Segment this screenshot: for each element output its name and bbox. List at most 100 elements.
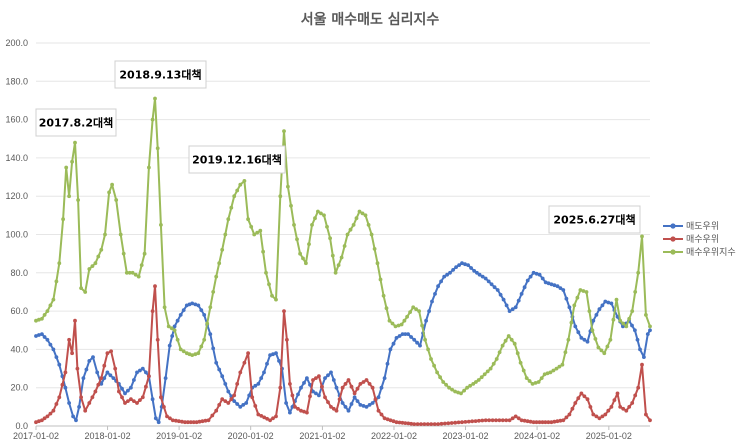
series-2 — [34, 284, 652, 426]
data-point — [370, 385, 375, 390]
data-point — [597, 416, 602, 421]
data-point — [340, 385, 345, 390]
data-point — [507, 309, 512, 313]
data-point — [99, 247, 104, 252]
data-point — [205, 321, 210, 326]
data-point — [323, 395, 327, 400]
data-point — [259, 376, 264, 380]
data-point — [178, 347, 183, 352]
data-point — [560, 362, 565, 367]
data-point — [355, 386, 360, 391]
data-point — [519, 292, 524, 296]
data-point — [498, 292, 503, 297]
data-point — [429, 357, 433, 361]
data-point — [367, 382, 372, 386]
data-point — [339, 255, 344, 260]
data-point — [105, 351, 110, 356]
data-point — [238, 370, 243, 375]
data-point — [150, 397, 155, 402]
data-point — [495, 288, 500, 292]
data-point — [357, 209, 362, 214]
data-point — [331, 378, 336, 382]
data-point — [391, 341, 396, 346]
data-point — [457, 263, 461, 267]
data-point — [299, 408, 303, 413]
data-point — [384, 306, 389, 311]
data-point — [396, 323, 401, 328]
data-point — [466, 263, 470, 267]
data-point — [181, 308, 186, 312]
data-point — [168, 416, 172, 421]
data-point — [256, 412, 261, 417]
data-point — [618, 318, 623, 323]
data-point — [211, 290, 216, 294]
data-point — [262, 370, 266, 375]
data-point — [299, 385, 303, 390]
data-point — [379, 412, 384, 417]
data-point — [403, 421, 408, 425]
data-point — [105, 370, 110, 375]
data-point — [558, 286, 563, 290]
data-point — [361, 380, 366, 384]
data-point — [57, 261, 62, 266]
data-point — [235, 188, 240, 193]
data-point — [633, 290, 638, 294]
data-point — [516, 416, 521, 421]
data-point — [313, 216, 317, 221]
data-point — [256, 382, 261, 386]
data-point — [208, 332, 213, 336]
data-point — [34, 318, 38, 323]
data-point — [54, 402, 59, 406]
legend-swatch-marker — [670, 249, 676, 255]
data-point — [497, 418, 502, 423]
data-point — [241, 403, 246, 407]
data-point — [103, 232, 107, 237]
data-point — [37, 317, 41, 322]
data-point — [648, 418, 652, 423]
data-point — [588, 405, 593, 409]
data-point — [460, 261, 464, 266]
data-point — [311, 378, 315, 382]
data-point — [387, 318, 392, 323]
data-point — [364, 378, 369, 382]
data-point — [411, 305, 416, 310]
data-point — [190, 353, 195, 357]
data-point — [378, 277, 383, 282]
data-point — [174, 418, 178, 423]
data-point — [534, 271, 539, 276]
data-point — [107, 190, 111, 195]
data-point — [352, 391, 357, 396]
data-point — [542, 372, 547, 377]
data-point — [329, 370, 333, 375]
data-point — [288, 410, 292, 415]
data-point — [51, 297, 56, 302]
data-point — [267, 282, 271, 287]
data-point — [537, 272, 542, 277]
data-point — [500, 343, 505, 348]
data-point — [531, 270, 536, 275]
data-point — [558, 418, 563, 423]
data-point — [102, 363, 107, 368]
data-point — [139, 263, 144, 267]
data-point — [54, 279, 59, 284]
data-point — [83, 408, 88, 413]
data-point — [648, 324, 652, 329]
data-point — [585, 397, 590, 402]
data-point — [81, 376, 86, 380]
data-point — [533, 381, 538, 385]
data-point — [391, 419, 396, 424]
data-point — [525, 419, 530, 424]
x-tick-label: 2023-01-02 — [443, 431, 489, 441]
data-point — [75, 366, 80, 371]
data-point — [242, 179, 247, 183]
data-point — [516, 298, 521, 303]
data-point — [483, 418, 488, 423]
data-point — [582, 337, 587, 342]
x-tick-label: 2022-01-02 — [371, 431, 417, 441]
data-point — [543, 420, 548, 425]
data-point — [358, 382, 363, 386]
data-point — [73, 140, 77, 145]
data-point — [420, 323, 424, 328]
data-point — [42, 335, 47, 339]
data-point — [93, 389, 98, 394]
